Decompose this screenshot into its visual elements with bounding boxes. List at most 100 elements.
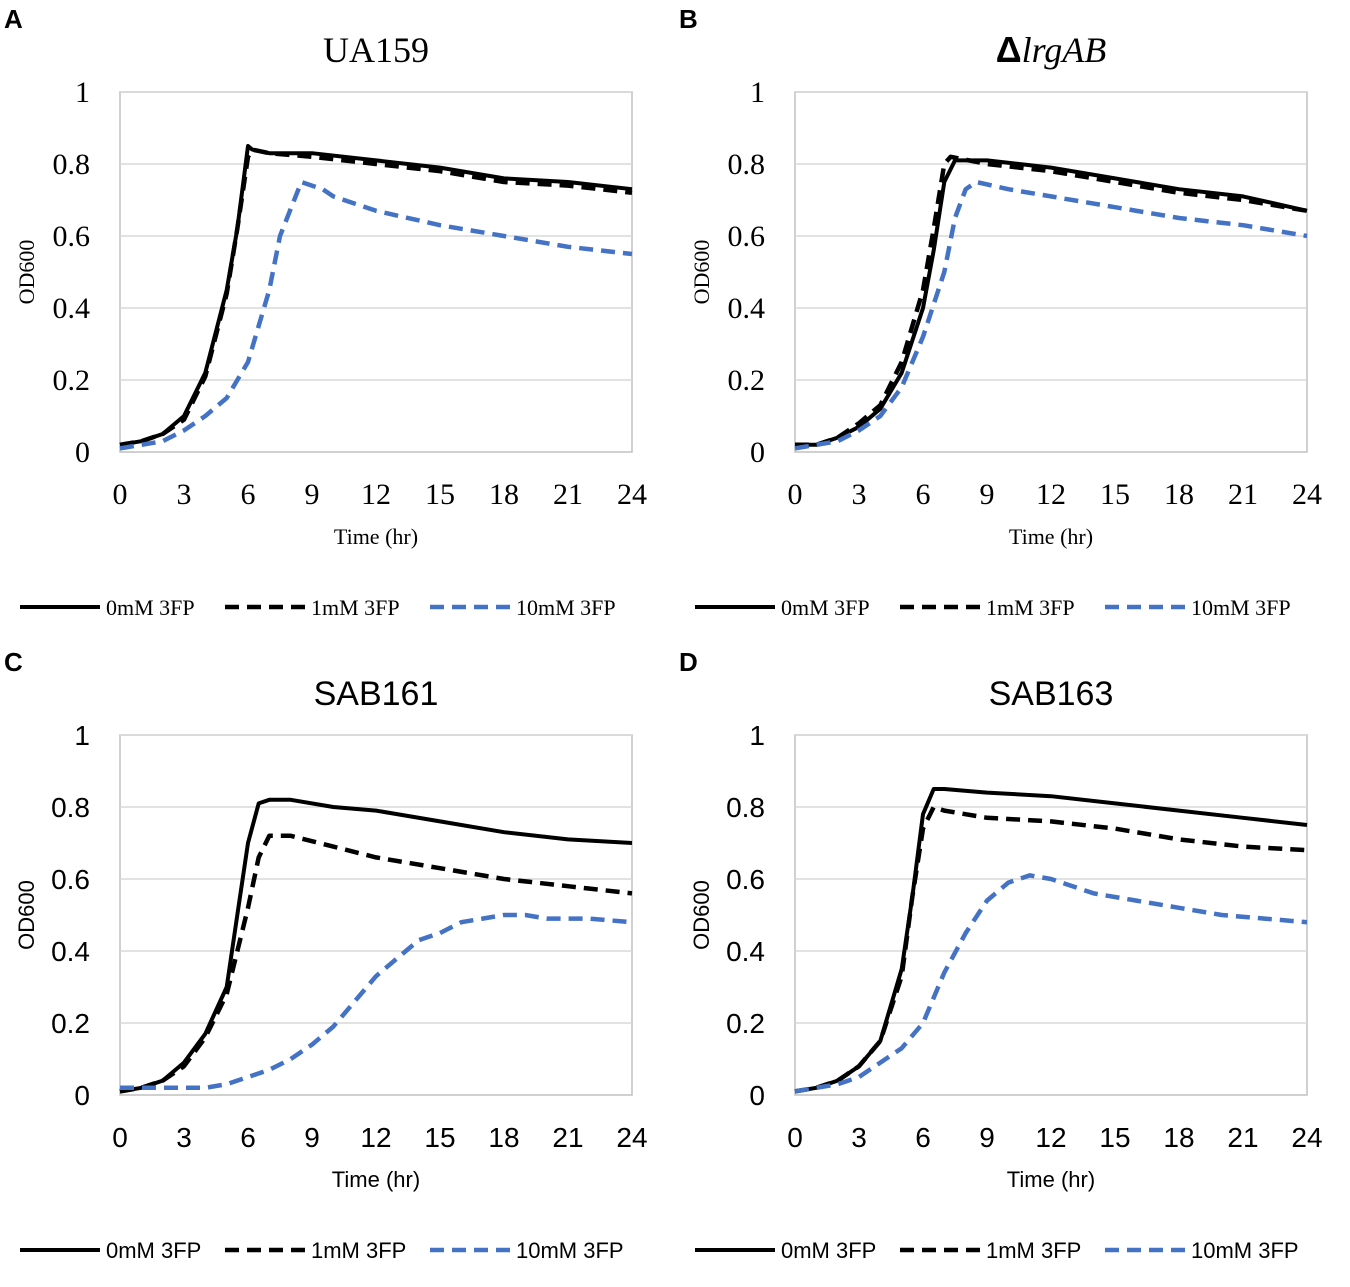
legend-label: 1mM 3FP — [986, 595, 1075, 620]
series-line-1 — [795, 154, 1308, 448]
x-tick-label: 3 — [852, 478, 867, 511]
x-tick-label: 24 — [1292, 478, 1322, 511]
x-tick-label: 0 — [112, 1122, 128, 1153]
legend-label: 10mM 3FP — [1191, 595, 1291, 620]
y-tick-label: 0.2 — [51, 1008, 90, 1039]
x-tick-label: 21 — [1227, 1122, 1258, 1153]
x-tick-label: 24 — [1291, 1122, 1322, 1153]
x-tick-label: 6 — [241, 478, 256, 511]
x-tick-label: 12 — [361, 478, 391, 511]
x-tick-label: 0 — [787, 1122, 803, 1153]
x-tick-label: 18 — [489, 478, 519, 511]
legend-label: 10mM 3FP — [1191, 1238, 1299, 1263]
panel-a: A UA159 0 0.2 0.4 0.6 0.8 1 0 3 6 9 12 15 18 21 24 Time (… — [0, 0, 675, 643]
y-tick-label: 0.6 — [726, 864, 765, 895]
x-tick-label: 0 — [113, 478, 128, 511]
plot-frame — [119, 734, 633, 1096]
x-tick-label: 24 — [617, 478, 647, 511]
chart-title: SAB161 — [314, 675, 439, 713]
legend-label: 0mM 3FP — [781, 1238, 876, 1263]
y-tick-label: 0.2 — [728, 364, 766, 397]
x-axis-label: Time (hr) — [334, 524, 418, 549]
series-line-2 — [119, 179, 633, 451]
panel-d: D SAB163 0 0.2 0.4 0.6 0.8 1 0 3 6 9 12 15 18 21 24 Time … — [675, 643, 1350, 1286]
x-tick-label: 15 — [424, 1122, 455, 1153]
y-tick-label: 0.8 — [726, 792, 765, 823]
panel-b: B ΔlrgAB 0 0.2 0.4 0.6 0.8 1 0 3 6 9 12 15 18 21 24 Time … — [675, 0, 1350, 643]
x-tick-label: 15 — [1100, 478, 1130, 511]
plot-frame — [794, 734, 1308, 1096]
series-line-0 — [119, 144, 633, 447]
x-tick-label: 21 — [1228, 478, 1258, 511]
y-tick-label: 1 — [750, 76, 765, 109]
x-tick-label: 15 — [425, 478, 455, 511]
y-tick-label: 0.4 — [728, 292, 766, 325]
x-tick-label: 9 — [979, 1122, 995, 1153]
x-tick-label: 18 — [488, 1122, 519, 1153]
series-line-0 — [119, 797, 633, 1094]
chart-d: D SAB163 0 0.2 0.4 0.6 0.8 1 0 3 6 9 12 15 18 21 24 Time … — [679, 647, 1323, 1263]
panel-letter: C — [4, 647, 23, 677]
y-tick-label: 0 — [749, 1080, 765, 1111]
series-line-2 — [794, 179, 1308, 451]
y-tick-label: 0.6 — [53, 220, 91, 253]
x-tick-label: 3 — [851, 1122, 867, 1153]
y-axis-label: OD600 — [689, 240, 714, 305]
chart-a: A UA159 0 0.2 0.4 0.6 0.8 1 0 3 6 9 12 15 18 21 24 Time (… — [4, 4, 647, 620]
chart-c: C SAB161 0 0.2 0.4 0.6 0.8 1 0 3 6 9 12 15 18 21 24 Time … — [4, 647, 648, 1263]
y-tick-label: 0.8 — [728, 148, 766, 181]
x-tick-label: 6 — [916, 478, 931, 511]
x-tick-label: 9 — [980, 478, 995, 511]
series-line-2 — [794, 873, 1308, 1094]
y-axis-label: OD600 — [14, 880, 39, 950]
panel-c: C SAB161 0 0.2 0.4 0.6 0.8 1 0 3 6 9 12 15 18 21 24 Time … — [0, 643, 675, 1286]
x-tick-label: 9 — [305, 478, 320, 511]
legend-label: 1mM 3FP — [311, 595, 400, 620]
y-tick-label: 0.6 — [51, 864, 90, 895]
plot-frame — [794, 91, 1308, 453]
series-line-0 — [794, 787, 1308, 1094]
legend-label: 1mM 3FP — [986, 1238, 1081, 1263]
x-tick-label: 12 — [360, 1122, 391, 1153]
y-tick-label: 1 — [74, 720, 90, 751]
panel-letter: B — [679, 4, 698, 34]
legend-label: 0mM 3FP — [106, 1238, 201, 1263]
x-axis-label: Time (hr) — [332, 1167, 420, 1192]
legend-label: 0mM 3FP — [106, 595, 195, 620]
y-axis-label: OD600 — [689, 880, 714, 950]
y-tick-label: 0 — [74, 1080, 90, 1111]
x-tick-label: 15 — [1099, 1122, 1130, 1153]
y-tick-label: 0.4 — [51, 936, 90, 967]
y-tick-label: 0.8 — [51, 792, 90, 823]
y-tick-label: 0.8 — [53, 148, 91, 181]
y-tick-label: 0.2 — [726, 1008, 765, 1039]
chart-b: B ΔlrgAB 0 0.2 0.4 0.6 0.8 1 0 3 6 9 12 15 18 21 24 Time … — [679, 4, 1322, 620]
x-axis-label: Time (hr) — [1007, 1167, 1095, 1192]
series-line-1 — [119, 147, 633, 448]
x-tick-label: 6 — [915, 1122, 931, 1153]
x-tick-label: 12 — [1035, 1122, 1066, 1153]
x-tick-label: 24 — [616, 1122, 647, 1153]
legend-label: 10mM 3FP — [516, 595, 616, 620]
x-tick-label: 0 — [788, 478, 803, 511]
x-tick-label: 18 — [1164, 478, 1194, 511]
y-tick-label: 0.4 — [726, 936, 765, 967]
series-line-1 — [794, 804, 1308, 1094]
chart-title: UA159 — [323, 30, 429, 70]
x-tick-label: 9 — [304, 1122, 320, 1153]
x-tick-label: 12 — [1036, 478, 1066, 511]
y-tick-label: 0.4 — [53, 292, 91, 325]
legend-label: 10mM 3FP — [516, 1238, 624, 1263]
y-tick-label: 0 — [750, 436, 765, 469]
panel-letter: A — [4, 4, 23, 34]
legend-label: 1mM 3FP — [311, 1238, 406, 1263]
y-axis-label: OD600 — [14, 240, 39, 305]
y-tick-label: 1 — [75, 76, 90, 109]
legend-label: 0mM 3FP — [781, 595, 870, 620]
x-tick-label: 21 — [552, 1122, 583, 1153]
x-axis-label: Time (hr) — [1009, 524, 1093, 549]
series-line-1 — [119, 833, 633, 1094]
y-tick-label: 0 — [75, 436, 90, 469]
x-tick-label: 3 — [176, 1122, 192, 1153]
x-tick-label: 6 — [240, 1122, 256, 1153]
